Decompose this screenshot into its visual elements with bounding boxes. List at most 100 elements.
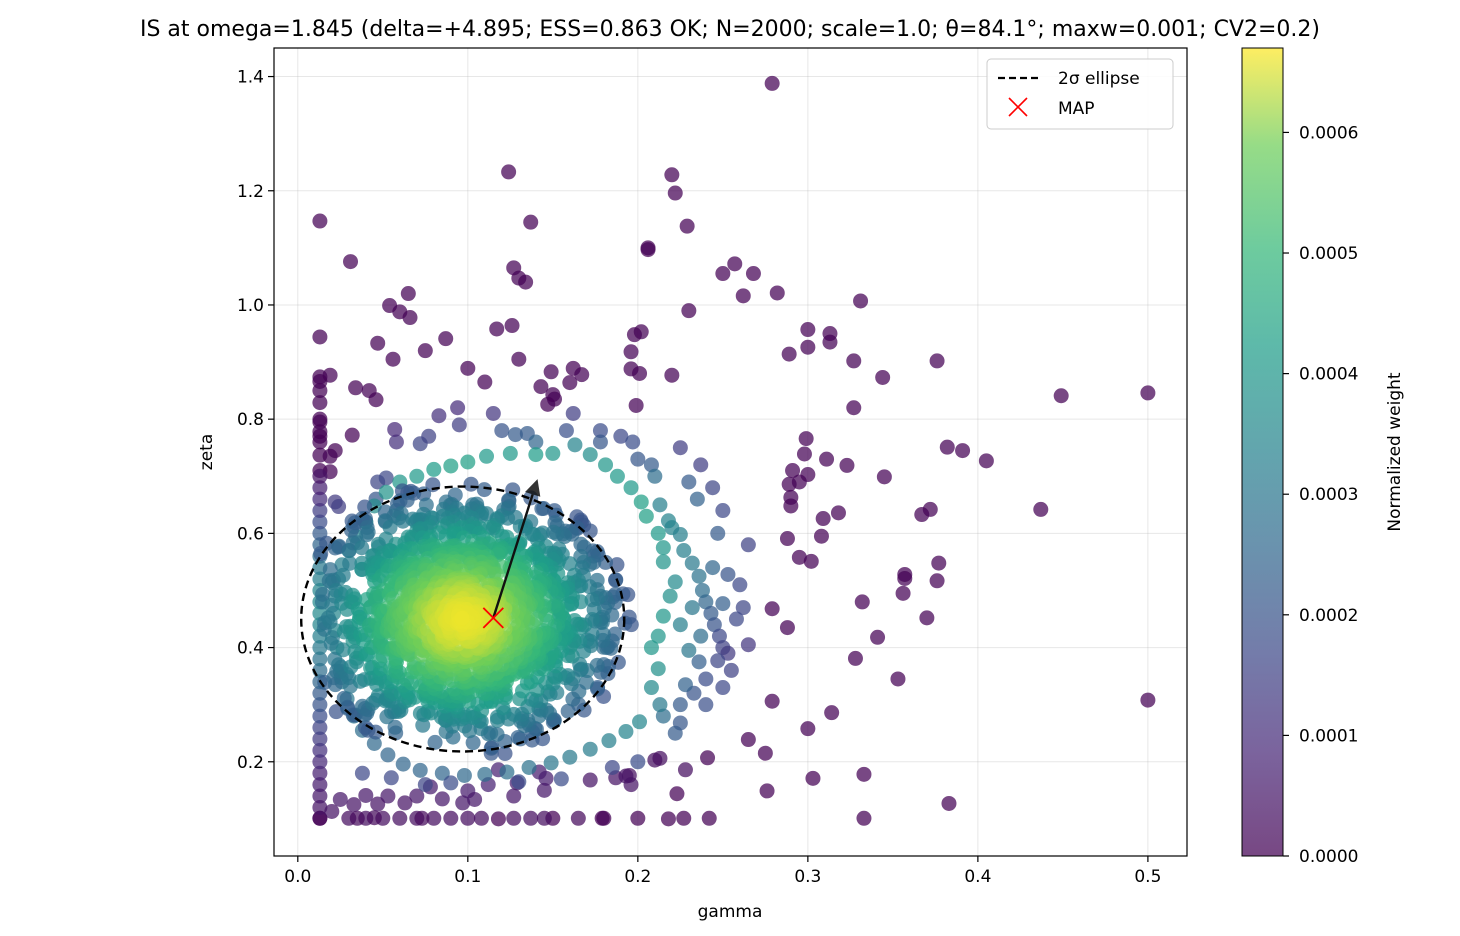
scatter-point	[890, 671, 906, 687]
scatter-point	[630, 810, 646, 826]
scatter-point	[650, 628, 666, 644]
scatter-point	[570, 810, 586, 826]
scatter-point	[735, 288, 751, 304]
scatter-point	[897, 570, 913, 586]
scatter-point	[618, 768, 634, 784]
scatter-point	[312, 754, 328, 770]
scatter-point	[625, 434, 641, 450]
scatter-point	[450, 400, 466, 416]
scatter-point	[715, 266, 731, 282]
scatter-point	[521, 759, 537, 775]
scatter-point	[388, 434, 404, 450]
colorbar-tick-label: 0.0001	[1299, 726, 1358, 746]
scatter-point	[703, 605, 719, 621]
scatter-point	[664, 167, 680, 183]
scatter-point	[676, 543, 692, 559]
scatter-point	[451, 417, 467, 433]
scatter-point	[672, 440, 688, 456]
scatter-point	[343, 522, 359, 538]
scatter-point	[676, 810, 692, 826]
scatter-point	[312, 731, 328, 747]
scatter-point	[643, 640, 659, 656]
scatter-point	[655, 608, 671, 624]
scatter-point	[312, 799, 328, 815]
scatter-point	[632, 365, 648, 381]
scatter-point	[705, 480, 721, 496]
scatter-point	[499, 764, 515, 780]
scatter-point	[312, 708, 328, 724]
scatter-point	[485, 405, 501, 421]
scatter-point	[647, 752, 663, 768]
arrow-head-icon	[525, 479, 541, 497]
scatter-point	[781, 346, 797, 362]
scatter-point	[536, 810, 552, 826]
scatter-point	[312, 383, 328, 399]
scatter-point	[711, 628, 727, 644]
scatter-point	[805, 770, 821, 786]
scatter-point	[523, 810, 539, 826]
scatter-point	[385, 351, 401, 367]
scatter-point	[681, 474, 697, 490]
scatter-point	[669, 786, 685, 802]
plot-frame	[273, 47, 1188, 857]
scatter-point	[813, 528, 829, 544]
scatter-point	[312, 788, 328, 804]
scatter-point	[732, 577, 748, 593]
ellipse-layer	[300, 479, 626, 753]
scatter-point	[819, 451, 835, 467]
scatter-point	[312, 742, 328, 758]
scatter-point	[357, 499, 373, 515]
scatter-point	[312, 480, 328, 496]
legend-label-map: MAP	[1058, 99, 1095, 119]
scatter-point	[978, 453, 994, 469]
scatter-point	[312, 720, 328, 736]
scatter-point	[715, 680, 731, 696]
scatter-point	[438, 331, 454, 347]
scatter-point	[395, 756, 411, 772]
y-tick-label: 1.4	[237, 68, 264, 88]
y-tick-label: 1.2	[237, 182, 264, 202]
scatter-point	[506, 810, 522, 826]
scatter-point	[764, 693, 780, 709]
scatter-point	[698, 594, 714, 610]
scatter-point	[477, 766, 493, 782]
scatter-point	[1140, 692, 1156, 708]
scatter-point	[595, 626, 611, 642]
scatter-point	[798, 431, 814, 447]
y-tick-label: 0.2	[237, 753, 264, 773]
ellipse-2sigma	[300, 485, 626, 753]
scatter-point	[382, 519, 398, 535]
scatter-point	[477, 374, 493, 390]
scatter-point	[573, 536, 589, 552]
scatter-point	[830, 505, 846, 521]
scatter-point	[698, 671, 714, 687]
x-tick-label: 0.3	[794, 867, 821, 887]
x-tick-label: 0.4	[964, 867, 991, 887]
scatter-point	[460, 454, 476, 470]
scatter-point	[630, 754, 646, 770]
scatter-point	[543, 364, 559, 380]
scatter-point	[312, 468, 328, 484]
scatter-point	[574, 367, 590, 383]
scatter-point	[383, 770, 399, 786]
scatter-point	[660, 811, 676, 827]
colorbar-tick-label: 0.0005	[1299, 244, 1358, 264]
scatter-point	[354, 540, 370, 556]
scatter-point	[497, 746, 513, 762]
scatter-point	[312, 503, 328, 519]
scatter-point	[847, 650, 863, 666]
scatter-point	[633, 494, 649, 510]
scatter-point	[511, 270, 527, 286]
y-tick-label: 0.6	[237, 524, 264, 544]
scatter-point	[392, 810, 408, 826]
scatter-point	[630, 451, 646, 467]
scatter-point	[545, 445, 561, 461]
scatter-point	[528, 447, 544, 463]
scatter-point	[366, 736, 382, 752]
scatter-point	[727, 256, 743, 272]
scatter-point	[455, 795, 471, 811]
scatter-point	[706, 617, 722, 633]
scatter-point	[414, 810, 430, 826]
scatter-point	[519, 675, 535, 691]
scatter-point	[740, 537, 756, 553]
